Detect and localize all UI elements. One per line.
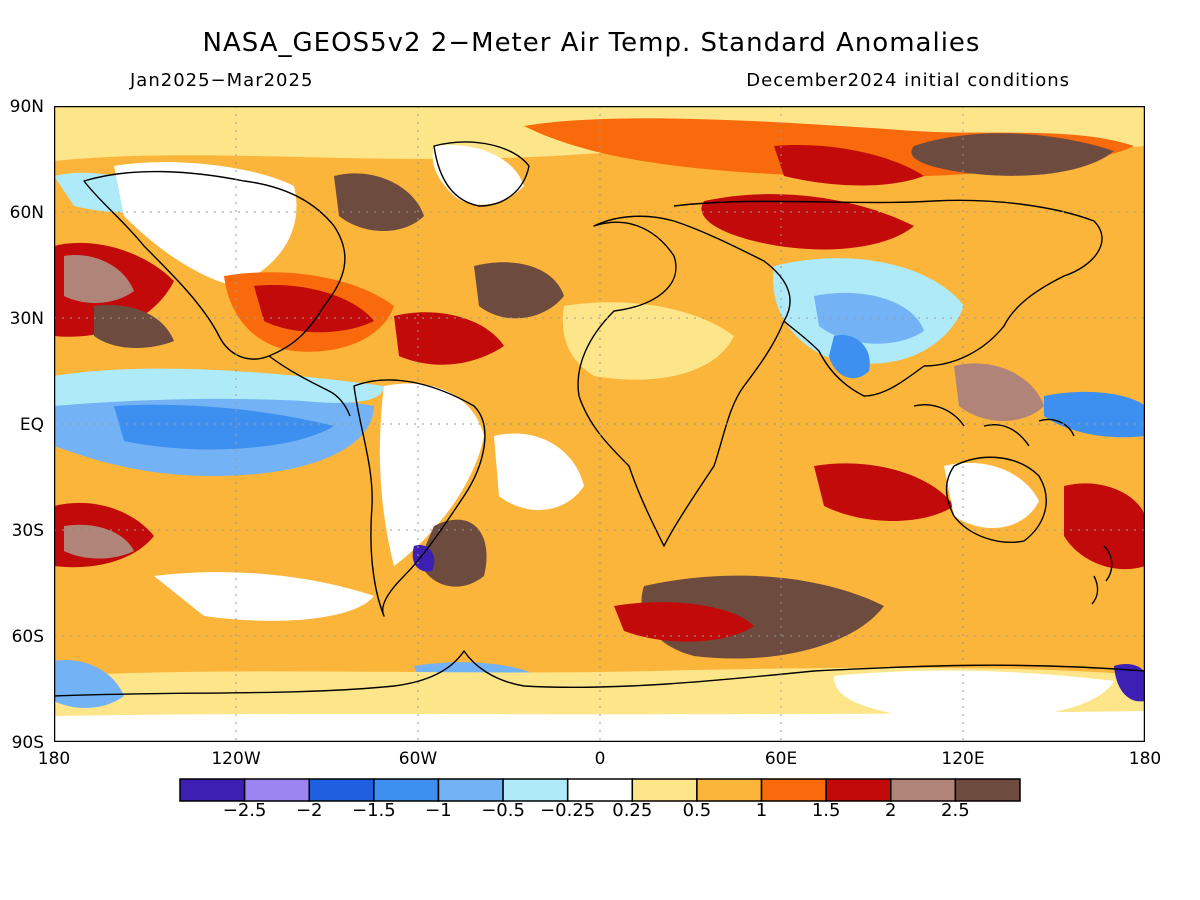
north-atlantic-extreme — [474, 262, 564, 319]
east-siberia-extreme — [911, 133, 1114, 176]
lat-label-30s: 30S — [11, 521, 44, 541]
central-america-coast — [268, 355, 351, 417]
coastlines — [54, 141, 1145, 697]
tropical-pacific-core — [114, 404, 334, 450]
lon-label-180e: 180 — [1128, 749, 1162, 769]
tasman-extreme — [1064, 483, 1145, 570]
maritime-brown — [954, 363, 1044, 421]
siberia-strong-warm — [701, 194, 914, 250]
atlantic-red — [394, 312, 504, 365]
lon-label-120e: 120E — [941, 749, 985, 769]
forecast-period: Jan2025−Mar2025 — [130, 70, 314, 91]
colorbar-cell — [631, 778, 698, 802]
colorbar-cell — [954, 778, 1021, 802]
colorbar-label: 2 — [885, 800, 897, 821]
south-america-white — [379, 383, 484, 566]
asia-coast — [673, 199, 1103, 397]
anomaly-map-canvas — [54, 106, 1145, 742]
lat-label-eq: EQ — [19, 415, 44, 435]
colorbar-cell — [502, 778, 569, 802]
greenland-coast — [433, 141, 530, 207]
colorbar — [179, 778, 1021, 802]
colorbar-cell — [437, 778, 504, 802]
colorbar-cell — [373, 778, 440, 802]
colorbar-cells — [179, 778, 1021, 802]
sahara-light — [562, 302, 734, 380]
colorbar-cell — [179, 778, 246, 802]
colorbar-cell — [308, 778, 375, 802]
us-red — [254, 285, 374, 333]
anomaly-map — [54, 106, 1145, 742]
colorbar-label: −0.25 — [540, 800, 596, 821]
lat-label-90s: 90S — [11, 733, 44, 753]
anomaly-fields — [54, 106, 1145, 742]
colorbar-label: 0.5 — [682, 800, 712, 821]
greenland-white — [432, 145, 524, 205]
colorbar-label: −2 — [295, 800, 323, 821]
southern-ocean-cool — [154, 572, 374, 621]
canada-white — [114, 162, 297, 286]
colorbar-cell — [566, 778, 634, 802]
colorbar-label: 1.5 — [811, 800, 841, 821]
southern-ocean-red — [614, 602, 754, 642]
europe-africa-coast — [577, 215, 791, 547]
lat-label-30n: 30N — [9, 309, 44, 329]
colorbar-label: −1 — [425, 800, 452, 821]
colorbar-cell — [760, 778, 827, 802]
south-atlantic-white — [494, 433, 584, 510]
lon-label-60e: 60E — [764, 749, 798, 769]
west-pacific-cool — [1044, 391, 1145, 438]
graticule — [54, 106, 1145, 742]
africa-mixed — [613, 393, 704, 526]
east-antarctica-white — [834, 670, 1114, 720]
lon-label-60w: 60W — [398, 749, 438, 769]
australia-white — [944, 462, 1039, 528]
colorbar-cell — [243, 778, 310, 802]
south-pacific-brown — [64, 524, 134, 559]
colorbar-label: −1.5 — [351, 800, 396, 821]
initial-conditions: December2024 initial conditions — [746, 70, 1070, 91]
colorbar-label: 2.5 — [941, 800, 970, 821]
colorbar-label: −0.5 — [481, 800, 525, 821]
russia-red — [774, 145, 924, 186]
asia-cool-core — [814, 292, 924, 344]
australia-coast — [945, 456, 1047, 543]
lon-label-120w: 120W — [211, 749, 261, 769]
lat-label-90n: 90N — [9, 97, 44, 117]
antarctica-white-strip — [54, 711, 1145, 742]
map-frame — [54, 106, 1145, 742]
north-pacific-brown — [64, 255, 134, 303]
tropical-pacific-light — [54, 368, 384, 406]
lat-label-60n: 60N — [9, 203, 44, 223]
antarctica-coast — [54, 650, 1145, 697]
lon-label-180w: 180 — [37, 749, 71, 769]
colorbar-cell — [696, 778, 763, 802]
south-america-coast — [353, 379, 486, 617]
argentina-cold — [412, 545, 435, 572]
north-america-coast — [83, 170, 346, 360]
colorbar-label: −2.5 — [222, 800, 267, 821]
new-zealand-coast — [1091, 545, 1113, 605]
colorbar-label: 0.25 — [612, 800, 653, 821]
lat-label-60s: 60S — [11, 627, 44, 647]
east-pacific-brown — [94, 305, 174, 348]
ross-cold — [1114, 664, 1145, 702]
maritime-continent-coast — [913, 404, 1075, 447]
hudson-extreme — [334, 173, 424, 231]
lon-label-0: 0 — [594, 749, 606, 769]
colorbar-label: 1 — [755, 800, 768, 821]
map-title: NASA_GEOS5v2 2−Meter Air Temp. Standard … — [202, 28, 981, 58]
india-cool — [829, 335, 870, 379]
colorbar-cell — [890, 778, 957, 802]
indian-ocean-red — [814, 463, 954, 521]
colorbar-cell — [825, 778, 892, 802]
